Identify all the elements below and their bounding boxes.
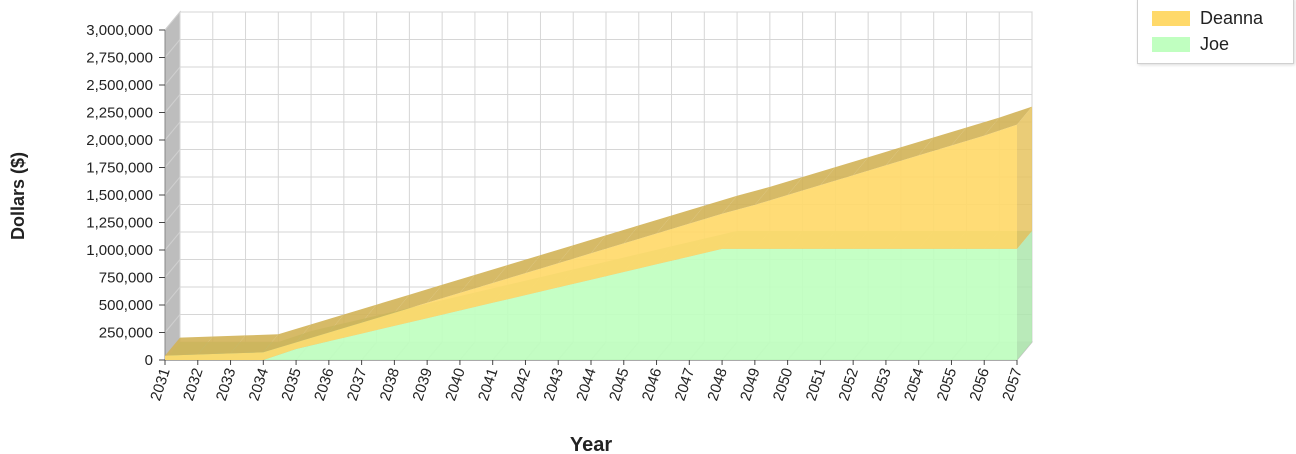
x-tick-label: 2038 [377,366,403,403]
x-tick-label: 2051 [803,366,829,403]
legend-label-deanna: Deanna [1200,7,1264,28]
y-tick-label: 3,000,000 [86,22,153,39]
y-gridline-side [164,149,181,168]
x-tick-label: 2045 [606,366,632,403]
y-tick-label: 1,500,000 [86,187,153,204]
area-deanna [165,124,1017,360]
x-tick-labels: 2031 2032 2033 2034 2035 2036 2037 2038 2039 2040… [147,360,1026,403]
area-top-segment-deanna [296,314,344,343]
y-axis-title: Dollars ($) [8,152,28,240]
area-top-segment-deanna [820,157,869,186]
x-tick-label: 2036 [311,366,337,403]
x-tick-label: 2054 [901,366,927,403]
area-side-deanna [1017,106,1032,249]
x-tick-label: 2053 [868,366,894,403]
y-tick-label: 2,250,000 [86,105,153,122]
legend-item-joe[interactable]: Joe [1152,34,1229,54]
area-top-segment-deanna [885,137,934,166]
y-gridline-side [164,314,181,333]
x-tick-label: 2041 [475,366,501,403]
y-gridline-side [164,204,181,223]
x-tick-label: 2052 [835,366,861,403]
area-top-segment-deanna [328,304,377,333]
area-top-segment-deanna [427,274,475,303]
area-joe [165,248,1017,360]
x-tick-label: 2037 [344,366,370,403]
y-tick-label: 1,750,000 [86,160,153,177]
area-top-segment-deanna [591,225,639,254]
x-tick-label: 2031 [147,366,173,403]
x-axis-title: Year [570,434,612,454]
area-top-segment-deanna [689,195,738,224]
area-top-segment-deanna [165,336,213,356]
y-tick-label: 2,000,000 [86,132,153,149]
x-tick-label: 2032 [180,366,206,403]
area-top-segment-deanna [853,147,901,176]
y-tick-label: 750,000 [99,270,153,287]
y-gridline-side [164,176,181,196]
y-tick-label: 2,750,000 [86,50,153,67]
area-top-segment-deanna [787,167,836,195]
y-tick-label: 2,500,000 [86,77,153,94]
area-top-segment-deanna [951,117,1000,146]
x-tick-label: 2046 [639,366,665,403]
x-tick-label: 2034 [246,366,272,403]
y-tick-label: 1,000,000 [86,242,153,259]
y-tick-label: 1,250,000 [86,215,153,232]
area-top-segment-deanna [656,205,705,234]
x-tick-label: 2049 [737,366,763,403]
y-gridline-side [164,286,181,306]
area-top-segment-deanna [525,245,574,274]
x-tick-label: 2043 [541,366,567,403]
y-gridline-side [164,66,181,86]
x-tick-label: 2056 [967,366,993,403]
x-tick-label: 2040 [442,366,468,403]
y-tick-label: 250,000 [99,325,153,342]
x-tick-label: 2047 [672,366,698,403]
area-top-segment-deanna [754,177,803,205]
x-tick-label: 2042 [508,366,534,403]
y-gridline-side [164,39,181,58]
x-tick-label: 2057 [999,366,1025,403]
y-gridline-side [164,94,181,113]
y-gridline-side [164,231,181,251]
area-top-segment-deanna [492,255,541,283]
y-tick-label: 500,000 [99,297,153,314]
x-tick-label: 2039 [409,366,435,403]
x-tick-label: 2050 [770,366,796,403]
series-areas [165,106,1032,360]
area-top-segment-deanna [558,235,606,264]
area-top-segment-deanna [230,334,279,354]
x-tick-label: 2035 [278,366,304,403]
legend-swatch-joe [1152,36,1190,52]
legend-item-deanna[interactable]: Deanna [1152,8,1263,28]
x-tick-label: 2055 [934,366,960,403]
area-top-segment-deanna [394,284,443,313]
x-tick-label: 2044 [573,366,599,403]
area-top-segment-deanna [459,265,508,293]
area-top-segment-deanna [263,324,312,353]
y-gridline-side [164,121,181,141]
area-top-segment-deanna [722,186,770,214]
y-gridline-side [164,11,181,31]
y-tick-label: 0 [145,352,153,369]
series-deanna [165,106,1032,360]
area-top-segment-deanna [984,106,1032,136]
y-gridline-side [164,259,181,278]
area-top-segment-deanna [361,294,410,323]
area-top-segment-deanna [197,335,246,355]
area-side-joe [1017,230,1032,360]
area-top-segment-deanna [918,127,967,156]
x-tick-label: 2033 [213,366,239,403]
legend-label-joe: Joe [1200,33,1230,54]
legend-swatch-deanna [1152,10,1190,26]
x-tick-label: 2048 [704,366,730,403]
y-tick-labels: 0 250,000 500,000 750,000 1,000,000 1,250,000… [86,22,165,369]
area-top-segment-deanna [623,215,672,244]
legend: Deanna Joe [1137,0,1294,64]
